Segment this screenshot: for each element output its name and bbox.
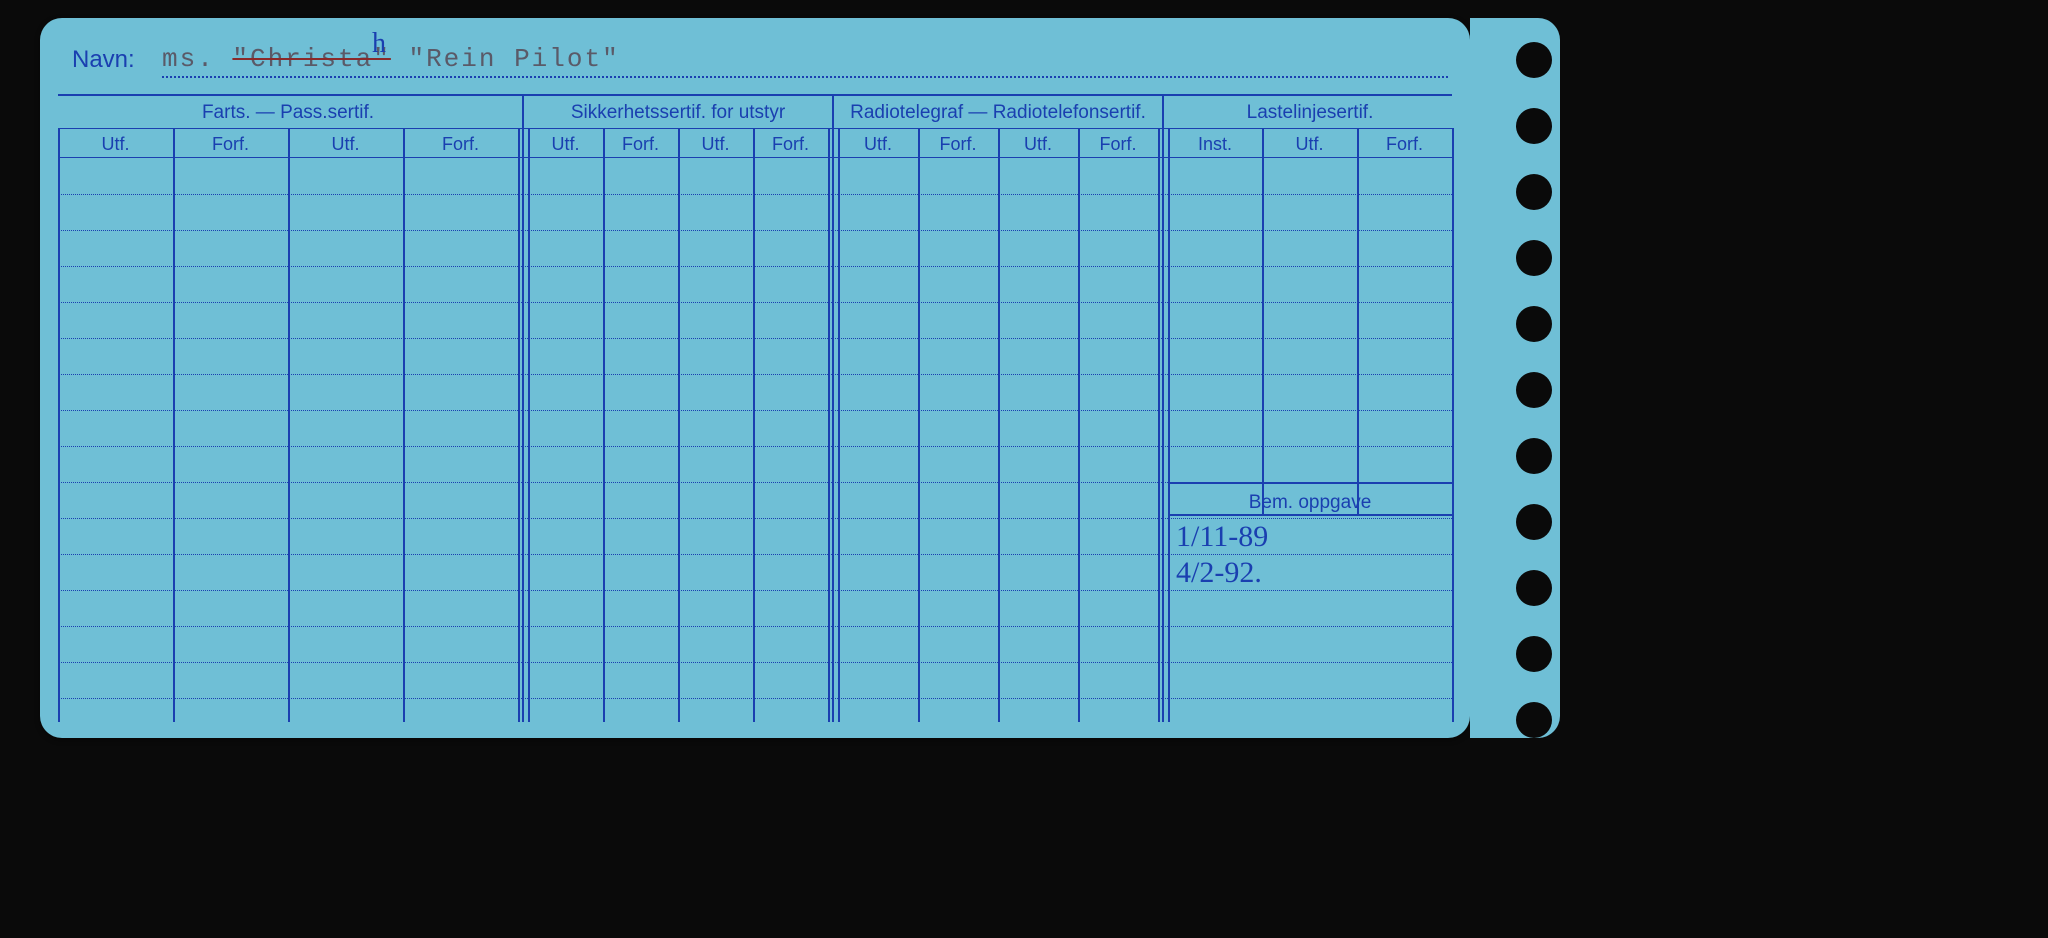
table-row bbox=[58, 446, 1452, 447]
punch-hole bbox=[1516, 42, 1552, 78]
column-header: Forf. bbox=[603, 134, 678, 155]
table-row bbox=[58, 374, 1452, 375]
table-row bbox=[58, 626, 1452, 627]
column-header: Forf. bbox=[403, 134, 518, 155]
navn-label: Navn: bbox=[72, 46, 135, 73]
navn-typed-prefix: ms. bbox=[162, 44, 215, 74]
column-divider bbox=[1452, 482, 1454, 722]
table-row bbox=[58, 662, 1452, 663]
bem-entry: 1/11-89 bbox=[1176, 520, 1268, 554]
punch-hole bbox=[1516, 504, 1552, 540]
table-row bbox=[58, 230, 1452, 231]
punch-hole bbox=[1516, 570, 1552, 606]
certificate-table: Farts. — Pass.sertif. Sikkerhetssertif. f… bbox=[58, 94, 1452, 722]
table-row bbox=[58, 410, 1452, 411]
table-row bbox=[58, 590, 1452, 591]
column-header: Inst. bbox=[1168, 134, 1262, 155]
column-header: Utf. bbox=[58, 134, 173, 155]
table-row bbox=[58, 698, 1452, 699]
data-rows bbox=[58, 158, 1452, 722]
table-row bbox=[58, 266, 1452, 267]
column-headers-row: Utf.Forf.Utf.Forf.Utf.Forf.Utf.Forf.Utf.… bbox=[58, 128, 1452, 158]
navn-row: Navn: ms. "Christa" "Rein Pilot" h bbox=[72, 46, 1448, 86]
column-divider bbox=[1168, 482, 1170, 722]
table-row bbox=[58, 194, 1452, 195]
section-header: Sikkerhetssertif. for utstyr bbox=[528, 102, 828, 124]
navn-struck: "Christa" bbox=[232, 44, 390, 74]
section-header: Lastelinjesertif. bbox=[1168, 102, 1452, 124]
section-headers-row: Farts. — Pass.sertif. Sikkerhetssertif. f… bbox=[58, 96, 1452, 128]
column-header: Forf. bbox=[1078, 134, 1158, 155]
table-row bbox=[58, 338, 1452, 339]
punch-hole bbox=[1516, 174, 1552, 210]
column-header: Forf. bbox=[918, 134, 998, 155]
handwritten-h: h bbox=[372, 28, 386, 60]
navn-dotted-line bbox=[162, 76, 1448, 78]
column-header: Utf. bbox=[998, 134, 1078, 155]
column-header: Forf. bbox=[1357, 134, 1452, 155]
punch-hole bbox=[1516, 636, 1552, 672]
column-header: Utf. bbox=[678, 134, 753, 155]
bem-entry: 4/2-92. bbox=[1176, 556, 1262, 590]
section-header: Farts. — Pass.sertif. bbox=[58, 102, 518, 124]
column-header: Utf. bbox=[838, 134, 918, 155]
punch-hole bbox=[1516, 702, 1552, 738]
table-row bbox=[58, 302, 1452, 303]
column-header: Forf. bbox=[173, 134, 288, 155]
navn-rest: "Rein Pilot" bbox=[408, 44, 619, 74]
column-header: Utf. bbox=[1262, 134, 1357, 155]
section-header: Radiotelegraf — Radiotelefonsertif. bbox=[838, 102, 1158, 124]
table-row bbox=[58, 518, 1452, 519]
punch-holes bbox=[1470, 20, 1560, 740]
bem-oppgave-box: Bem. oppgave bbox=[1168, 482, 1452, 516]
index-card: Navn: ms. "Christa" "Rein Pilot" h Farts… bbox=[40, 18, 1470, 738]
bem-oppgave-label: Bem. oppgave bbox=[1168, 484, 1452, 514]
column-header: Utf. bbox=[288, 134, 403, 155]
punch-hole bbox=[1516, 240, 1552, 276]
table-row bbox=[58, 554, 1452, 555]
navn-value: ms. "Christa" "Rein Pilot" bbox=[162, 44, 620, 74]
column-header: Forf. bbox=[753, 134, 828, 155]
punch-hole bbox=[1516, 108, 1552, 144]
punch-hole bbox=[1516, 306, 1552, 342]
punch-hole bbox=[1516, 438, 1552, 474]
column-header: Utf. bbox=[528, 134, 603, 155]
punch-hole bbox=[1516, 372, 1552, 408]
